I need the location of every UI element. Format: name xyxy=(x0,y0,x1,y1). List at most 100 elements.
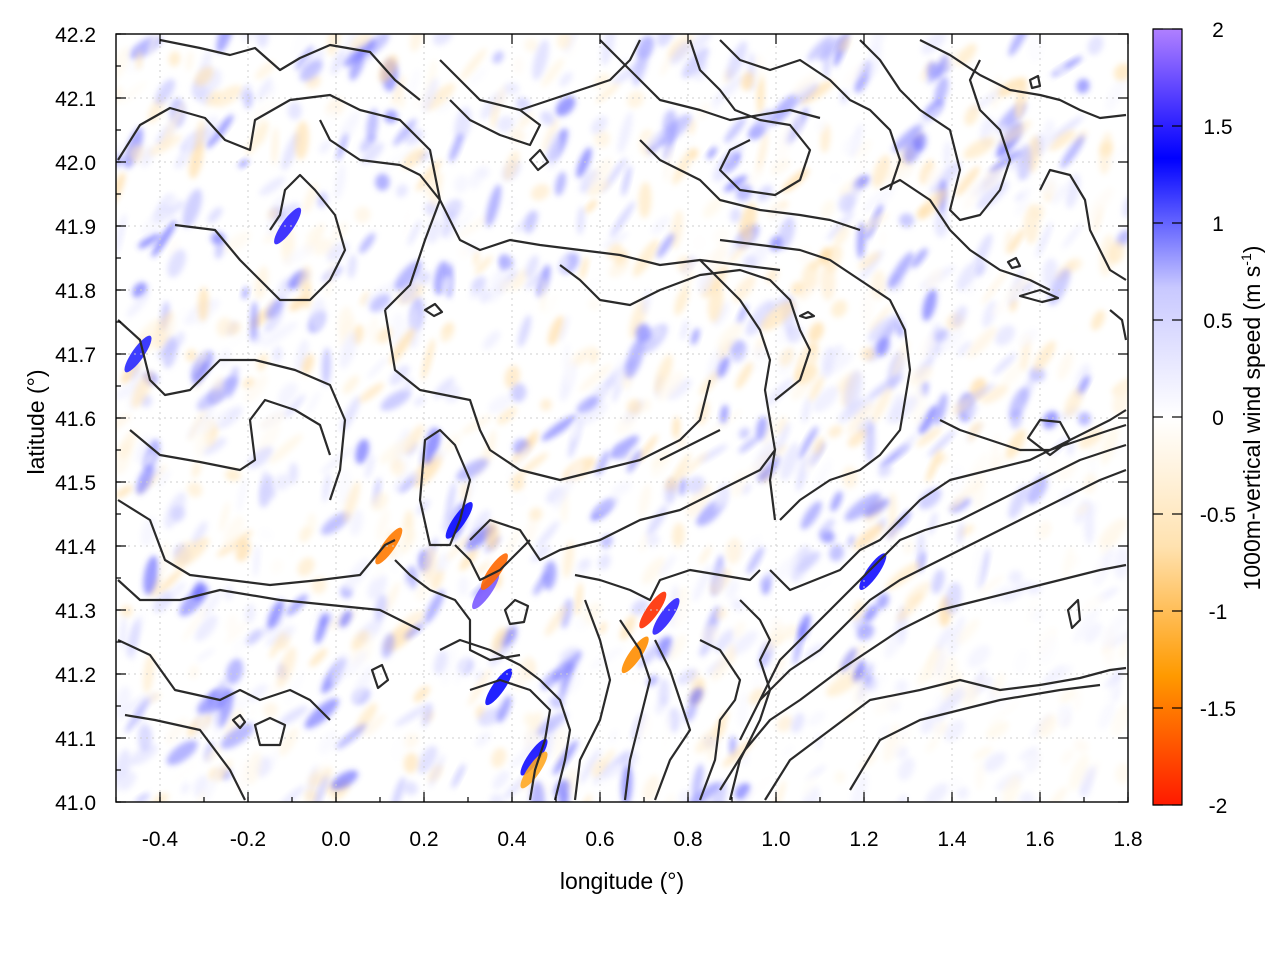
heat-cell xyxy=(1059,689,1077,704)
heat-cell xyxy=(992,352,1017,376)
heat-cell xyxy=(1120,633,1128,661)
colorbar-title: 1000m-vertical wind speed (m s-1) xyxy=(1238,246,1265,591)
heat-cell xyxy=(433,449,446,462)
heat-cell xyxy=(203,764,222,802)
heat-cell xyxy=(822,346,835,373)
heat-cell xyxy=(417,271,431,285)
heat-cell xyxy=(1112,738,1128,751)
heat-cell xyxy=(496,406,517,425)
contour-line xyxy=(117,499,396,587)
heat-cell xyxy=(1001,774,1021,802)
colorbar-tick-label: 1.5 xyxy=(1203,116,1232,139)
heat-cell xyxy=(136,464,154,495)
heat-cell xyxy=(488,269,506,303)
heat-cell xyxy=(724,116,747,144)
heat-cell xyxy=(834,225,850,247)
heat-cell xyxy=(478,156,491,170)
heat-cell xyxy=(842,466,858,489)
heat-cell xyxy=(297,557,315,577)
heat-cell xyxy=(134,434,150,463)
heat-cell xyxy=(424,589,445,624)
contour-line xyxy=(698,639,742,801)
heat-cell xyxy=(888,251,914,289)
heat-cell xyxy=(135,793,150,802)
heat-cell xyxy=(559,255,570,273)
heat-cell xyxy=(934,210,949,238)
heat-cell xyxy=(244,91,254,109)
heat-cell xyxy=(506,445,531,481)
heat-cell xyxy=(803,643,825,660)
heat-cell xyxy=(894,679,909,695)
heat-cell xyxy=(919,159,935,185)
heat-cell xyxy=(1036,221,1053,258)
heat-cell xyxy=(165,305,188,336)
heat-cell xyxy=(744,774,773,802)
heat-cell xyxy=(738,427,750,440)
heat-cell xyxy=(242,377,255,389)
heat-cell xyxy=(445,481,456,522)
heat-cell xyxy=(343,480,361,523)
heat-cell xyxy=(808,322,824,343)
heat-cell xyxy=(629,665,645,684)
heat-cell xyxy=(532,39,550,81)
heat-cell xyxy=(651,325,664,339)
heat-cell xyxy=(792,73,818,97)
heat-cell xyxy=(250,301,258,341)
heat-cell xyxy=(985,720,1009,740)
heat-cell xyxy=(475,670,484,681)
heat-cell xyxy=(870,34,888,56)
heat-cell xyxy=(118,430,136,460)
heat-cell xyxy=(276,646,297,688)
heat-cell xyxy=(349,509,364,536)
heat-cell xyxy=(918,405,938,435)
heat-cell xyxy=(1113,63,1128,81)
heat-cell xyxy=(163,193,179,209)
heat-cell xyxy=(595,82,620,104)
heat-cell xyxy=(582,794,593,802)
heat-cell xyxy=(409,34,424,52)
heat-cell xyxy=(1098,701,1116,730)
heat-cell xyxy=(425,83,456,111)
heat-cell xyxy=(518,314,532,348)
heat-cell xyxy=(523,712,536,726)
heat-cell xyxy=(965,452,990,490)
contour-line xyxy=(719,39,902,191)
heat-cell xyxy=(712,74,745,105)
heat-cell xyxy=(642,130,666,149)
heat-cell xyxy=(274,473,291,491)
heat-cell xyxy=(871,386,892,424)
heat-cell xyxy=(1009,387,1029,420)
heat-cell xyxy=(510,472,525,492)
heat-cell xyxy=(850,772,868,802)
heat-cell xyxy=(670,41,692,65)
heat-cell xyxy=(589,157,612,195)
heat-cell xyxy=(128,744,158,766)
heat-cell xyxy=(266,299,283,319)
heat-cell xyxy=(1048,115,1084,143)
heat-cell xyxy=(497,695,512,723)
heat-cell xyxy=(142,451,156,469)
heat-cell xyxy=(422,77,439,113)
heat-cell xyxy=(232,637,246,655)
heat-cell xyxy=(831,344,844,358)
heat-cell xyxy=(646,533,660,547)
heat-feature xyxy=(375,527,403,565)
heat-cell xyxy=(1105,76,1127,111)
heat-cell xyxy=(512,490,530,508)
heat-cell xyxy=(303,182,318,214)
heat-cell xyxy=(365,454,375,479)
heat-cell xyxy=(987,700,1021,726)
heat-cell xyxy=(774,416,788,436)
heat-cell xyxy=(530,545,551,563)
heat-cell xyxy=(225,468,241,482)
heat-feature xyxy=(274,207,302,245)
heat-cell xyxy=(1002,359,1026,386)
heat-cell xyxy=(116,485,133,499)
heat-cell xyxy=(322,472,331,503)
heat-cell xyxy=(1101,425,1119,465)
heat-cell xyxy=(120,605,133,618)
heat-cell xyxy=(956,618,980,645)
heat-cell xyxy=(626,398,642,416)
heat-cell xyxy=(320,511,350,535)
contour-line xyxy=(418,428,472,547)
